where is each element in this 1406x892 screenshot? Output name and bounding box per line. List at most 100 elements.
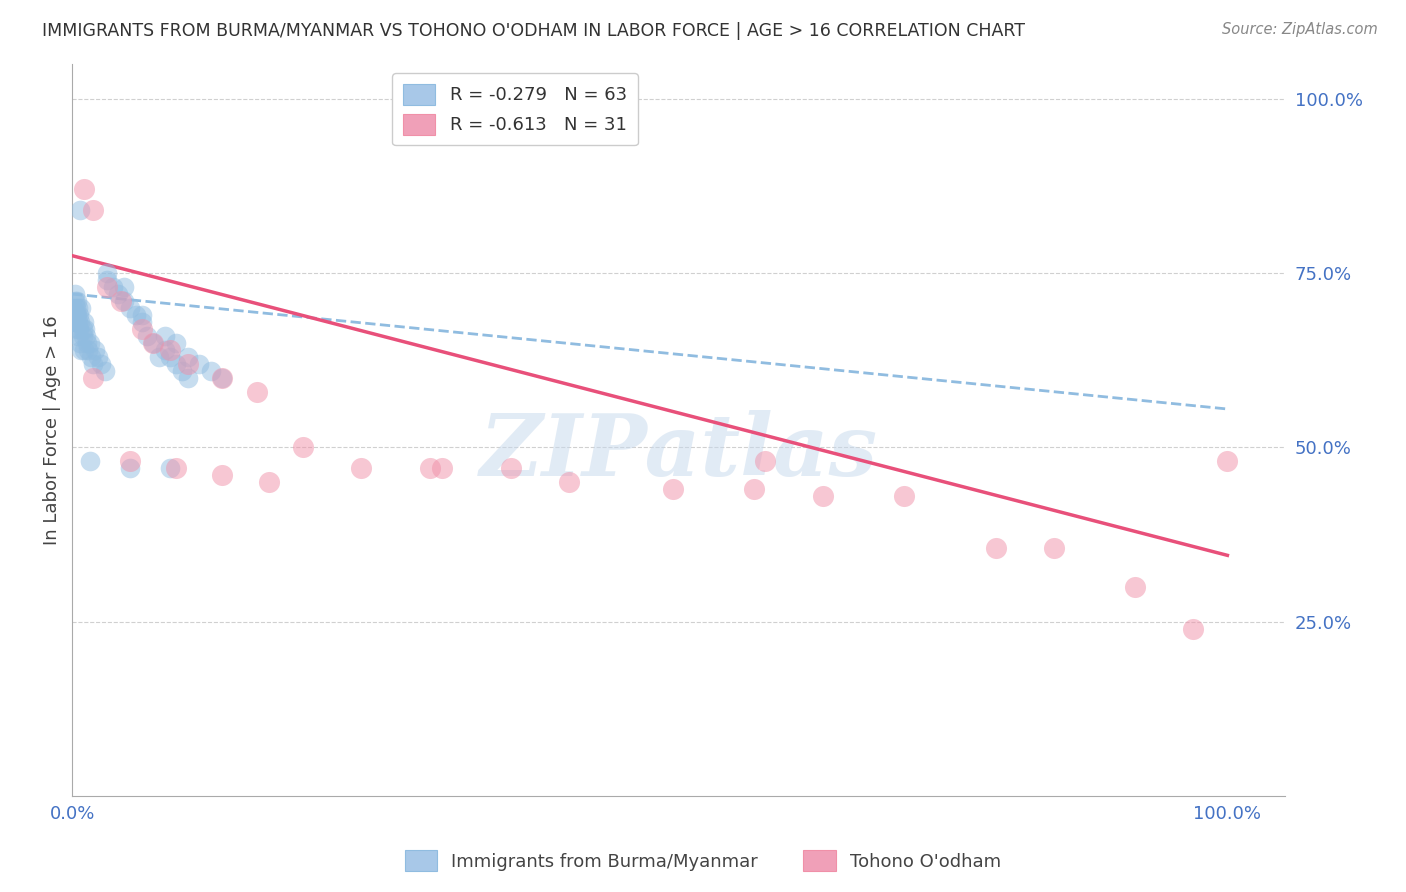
Point	[107, 287, 129, 301]
Point	[75, 328, 97, 343]
Point	[118, 301, 141, 315]
Point	[159, 350, 181, 364]
Y-axis label: In Labor Force | Age > 16: In Labor Force | Age > 16	[44, 315, 60, 545]
Point	[69, 315, 91, 329]
Point	[72, 328, 94, 343]
Point	[246, 384, 269, 399]
Point	[893, 489, 915, 503]
Point	[501, 461, 523, 475]
Point	[70, 301, 93, 315]
Point	[65, 315, 87, 329]
Point	[170, 364, 193, 378]
Point	[63, 293, 86, 308]
Point	[177, 350, 200, 364]
Point	[177, 357, 200, 371]
Point	[200, 364, 222, 378]
Point	[67, 308, 90, 322]
Text: Source: ZipAtlas.com: Source: ZipAtlas.com	[1222, 22, 1378, 37]
Point	[77, 343, 100, 357]
Point	[65, 301, 87, 315]
Point	[211, 468, 233, 483]
Point	[165, 461, 187, 475]
Point	[136, 328, 159, 343]
Text: ZIPatlas: ZIPatlas	[479, 410, 877, 493]
Text: IMMIGRANTS FROM BURMA/MYANMAR VS TOHONO O'ODHAM IN LABOR FORCE | AGE > 16 CORREL: IMMIGRANTS FROM BURMA/MYANMAR VS TOHONO …	[42, 22, 1025, 40]
Point	[73, 182, 96, 196]
Point	[742, 482, 765, 496]
Point	[66, 328, 89, 343]
Point	[159, 461, 181, 475]
Point	[1123, 580, 1146, 594]
Point	[112, 293, 135, 308]
Point	[82, 370, 104, 384]
Point	[72, 322, 94, 336]
Point	[66, 308, 89, 322]
Point	[90, 357, 112, 371]
Point	[82, 357, 104, 371]
Point	[73, 322, 96, 336]
Point	[142, 335, 165, 350]
Point	[76, 335, 98, 350]
Point	[66, 322, 89, 336]
Point	[350, 461, 373, 475]
Point	[79, 335, 101, 350]
Point	[67, 322, 90, 336]
Point	[558, 475, 581, 490]
Point	[159, 343, 181, 357]
Point	[257, 475, 280, 490]
Point	[66, 293, 89, 308]
Point	[96, 266, 118, 280]
Point	[63, 287, 86, 301]
Point	[131, 322, 153, 336]
Point	[79, 454, 101, 468]
Point	[62, 301, 84, 315]
Point	[73, 315, 96, 329]
Point	[66, 301, 89, 315]
Legend: R = -0.279   N = 63, R = -0.613   N = 31: R = -0.279 N = 63, R = -0.613 N = 31	[392, 73, 638, 145]
Point	[86, 350, 108, 364]
Point	[211, 370, 233, 384]
Point	[1043, 541, 1066, 556]
Point	[165, 357, 187, 371]
Point	[1181, 622, 1204, 636]
Point	[148, 350, 170, 364]
Point	[118, 461, 141, 475]
Point	[96, 280, 118, 294]
Point	[66, 315, 89, 329]
Point	[177, 370, 200, 384]
Point	[82, 203, 104, 218]
Point	[84, 343, 107, 357]
Point	[69, 203, 91, 218]
Point	[62, 308, 84, 322]
Point	[292, 440, 315, 454]
Point	[96, 273, 118, 287]
Point	[70, 343, 93, 357]
Point	[118, 454, 141, 468]
Point	[211, 370, 233, 384]
Point	[80, 350, 103, 364]
Point	[662, 482, 685, 496]
Point	[1216, 454, 1239, 468]
Point	[165, 335, 187, 350]
Point	[125, 308, 148, 322]
Point	[131, 315, 153, 329]
Point	[73, 343, 96, 357]
Point	[419, 461, 441, 475]
Point	[131, 308, 153, 322]
Point	[986, 541, 1008, 556]
Point	[110, 293, 132, 308]
Point	[69, 335, 91, 350]
Point	[754, 454, 776, 468]
Legend: Immigrants from Burma/Myanmar, Tohono O'odham: Immigrants from Burma/Myanmar, Tohono O'…	[398, 843, 1008, 879]
Point	[153, 328, 176, 343]
Point	[63, 315, 86, 329]
Point	[811, 489, 834, 503]
Point	[142, 335, 165, 350]
Point	[112, 280, 135, 294]
Point	[188, 357, 211, 371]
Point	[153, 343, 176, 357]
Point	[430, 461, 453, 475]
Point	[65, 308, 87, 322]
Point	[101, 280, 124, 294]
Point	[93, 364, 115, 378]
